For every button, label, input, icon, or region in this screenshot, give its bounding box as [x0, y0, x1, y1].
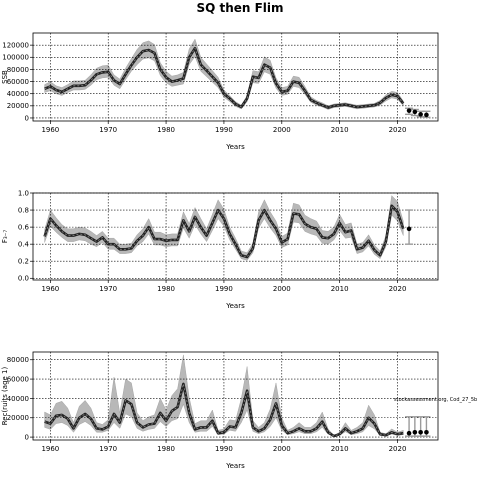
x-tick-label: 2000 [273, 126, 291, 134]
forecast-point [412, 429, 418, 435]
x-tick-label: 2000 [273, 445, 291, 453]
x-tick-label: 1970 [99, 445, 117, 453]
y-tick-label: 60000 [7, 375, 29, 383]
forecast-point [406, 430, 412, 436]
y-tick-label: 40000 [7, 395, 29, 403]
x-tick-label: 1980 [157, 285, 175, 293]
x-tick-label: 1960 [41, 445, 59, 453]
x-tick-label: 1970 [99, 285, 117, 293]
forecast-point [412, 109, 418, 115]
x-axis-label: Years [225, 143, 245, 151]
y-tick-label: 20000 [7, 414, 29, 422]
y-tick-label: 80000 [7, 66, 29, 74]
y-tick-label: 60000 [7, 78, 29, 86]
y-tick-label: 120000 [2, 42, 29, 50]
figure-title: SQ then Flim [196, 1, 283, 15]
forecast-point [424, 112, 429, 118]
x-tick-label: 2010 [331, 126, 349, 134]
y-tick-label: 20000 [7, 102, 29, 110]
x-tick-label: 1960 [41, 126, 59, 134]
x-tick-label: 1980 [157, 445, 175, 453]
y-tick-label: 0.2 [18, 258, 29, 266]
plot-frame [32, 32, 439, 122]
y-tick-label: 0.6 [18, 224, 30, 232]
forecast-point [406, 226, 412, 232]
y-tick-label: 40000 [7, 90, 29, 98]
plot-frame [32, 351, 439, 441]
panels: 1960 1970 1980 1990 2000 2010 2020020000400006… [1, 32, 477, 470]
estimate-line [44, 46, 405, 109]
forecast-point [406, 108, 412, 113]
y-tick-label: 1.0 [18, 189, 29, 197]
y-axis-label: SSB [1, 70, 9, 84]
x-tick-label: 1990 [215, 285, 233, 293]
x-tick-label: 1990 [215, 126, 233, 134]
y-tick-label: 0.0 [18, 275, 29, 283]
x-axis-label: Years [225, 462, 245, 470]
forecast-point [418, 429, 423, 435]
y-axis-label: F₃₋₇ [1, 230, 9, 244]
x-tick-label: 1990 [215, 445, 233, 453]
x-tick-label: 2020 [389, 126, 407, 134]
estimate-line-center [44, 383, 404, 437]
x-tick-label: 2010 [331, 445, 349, 453]
x-tick-label: 2020 [389, 285, 407, 293]
forecast-point [418, 112, 423, 117]
panel-2: 1960 1970 1980 1990 2000 2010 2020 0.0 0.2 0.4 0.6… [1, 189, 439, 310]
x-tick-label: 1970 [99, 126, 117, 134]
estimate-line-center [44, 204, 404, 258]
plot-frame [32, 192, 439, 281]
x-axis-label: Years [225, 302, 245, 310]
watermark-text: stockassessment.org, Cod_27_5b [394, 397, 477, 403]
x-tick-label: 2020 [389, 445, 407, 453]
y-axis-label: Rec(ruits (age 1) [1, 366, 9, 425]
panel-3: 1960 1970 1980 1990 2000 2010 2020 0 20000 40000 6… [1, 351, 439, 470]
forecast-point [424, 429, 429, 435]
x-tick-label: 2010 [331, 285, 349, 293]
y-tick-label: 100000 [2, 54, 29, 62]
y-tick-label: 0.8 [18, 206, 29, 214]
y-tick-label: 0 [25, 433, 29, 441]
y-tick-label: 80000 [7, 356, 29, 364]
y-tick-label: 0.4 [18, 241, 30, 249]
x-tick-label: 1960 [41, 285, 59, 293]
x-tick-label: 2000 [273, 285, 291, 293]
y-tick-label: 0 [25, 114, 29, 122]
x-tick-label: 1980 [157, 126, 175, 134]
panel-1: 1960 1970 1980 1990 2000 2010 2020 0 20000 40000 6… [1, 32, 439, 151]
